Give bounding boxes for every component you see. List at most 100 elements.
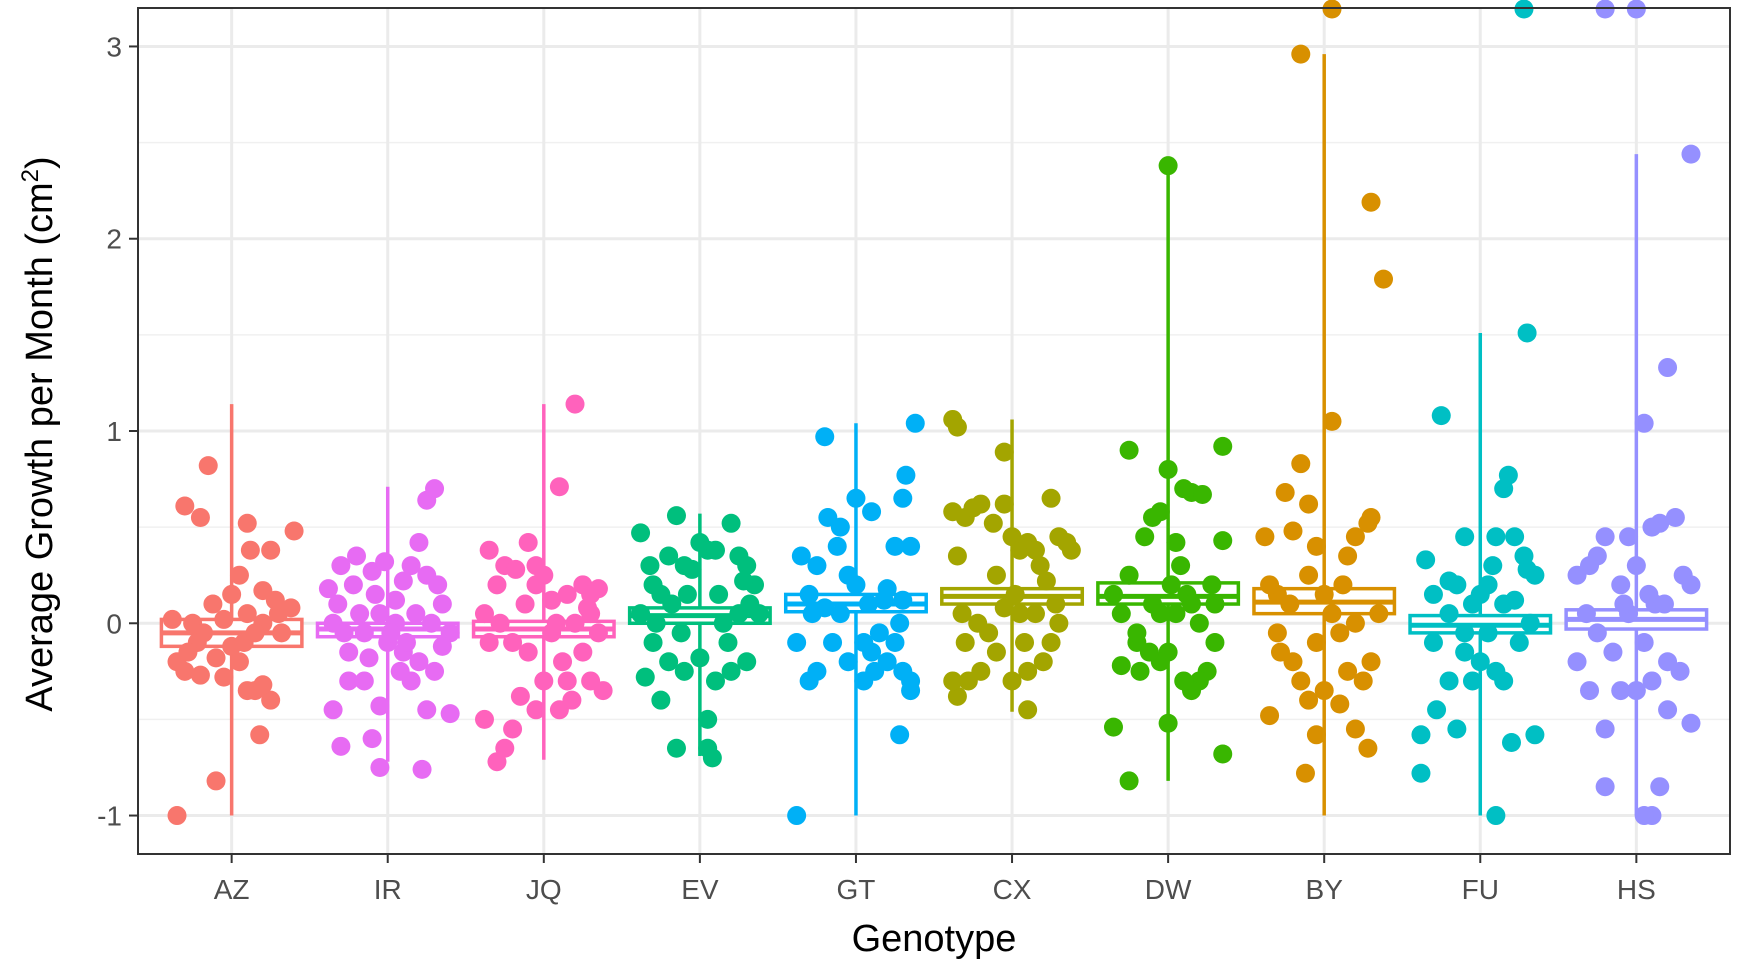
data-point: [1002, 671, 1022, 691]
data-point: [1483, 556, 1503, 576]
data-point: [343, 575, 363, 595]
data-point: [396, 633, 416, 652]
data-point: [905, 413, 925, 433]
data-point: [1642, 671, 1662, 691]
data-point: [203, 594, 223, 614]
data-point: [740, 594, 760, 614]
data-point: [474, 604, 494, 624]
data-point: [1580, 681, 1600, 701]
data-point: [1595, 719, 1615, 739]
data-point: [1330, 694, 1350, 714]
data-point: [557, 584, 577, 604]
data-point: [705, 540, 725, 560]
y-axis-ticks: -1 0 1 2 3: [97, 31, 138, 832]
data-point: [281, 598, 301, 618]
data-point: [167, 806, 187, 826]
data-point: [365, 584, 385, 604]
data-point: [1447, 575, 1467, 595]
data-point: [347, 546, 367, 566]
data-point: [1478, 575, 1498, 595]
data-point: [487, 752, 507, 772]
data-point: [1427, 700, 1447, 720]
data-point: [1361, 508, 1381, 528]
y-tick-label: 2: [106, 224, 122, 255]
data-point: [328, 594, 348, 614]
data-point: [1119, 771, 1139, 791]
data-point: [1411, 725, 1431, 745]
data-point: [1509, 633, 1529, 652]
y-tick-label: -1: [97, 801, 122, 832]
data-point: [1611, 575, 1631, 595]
data-point: [1174, 671, 1194, 691]
data-point: [1505, 590, 1525, 610]
points-by: [1255, 0, 1394, 783]
data-point: [359, 648, 379, 668]
y-axis-title-main: Average Growth per Month (cm: [19, 182, 61, 711]
data-point: [331, 736, 351, 756]
data-point: [339, 671, 359, 691]
data-point: [1353, 671, 1373, 691]
points-ir: [318, 479, 460, 779]
data-point: [178, 642, 198, 662]
data-point: [588, 623, 608, 643]
data-point: [1658, 358, 1678, 378]
data-point: [425, 661, 445, 681]
data-point: [549, 700, 569, 720]
data-point: [1330, 623, 1350, 643]
data-point: [807, 556, 827, 576]
data-point: [261, 540, 281, 560]
data-point: [362, 729, 382, 749]
data-point: [631, 523, 651, 543]
data-point: [474, 709, 494, 729]
data-point: [682, 559, 702, 579]
data-point: [885, 633, 905, 652]
data-point: [1015, 633, 1035, 652]
data-point: [893, 661, 913, 681]
data-point: [1166, 533, 1186, 553]
data-point: [958, 671, 978, 691]
data-point: [986, 565, 1006, 585]
data-point: [1345, 527, 1365, 547]
data-point: [1439, 604, 1459, 624]
data-point: [1202, 575, 1222, 595]
data-point: [390, 661, 410, 681]
data-point: [339, 642, 359, 662]
data-point: [1061, 540, 1081, 560]
data-point: [1189, 613, 1209, 633]
data-point: [412, 759, 432, 779]
points-hs: [1567, 0, 1701, 826]
data-point: [737, 652, 757, 672]
x-tick-label: CX: [993, 874, 1032, 905]
data-point: [1299, 690, 1319, 710]
data-point: [896, 465, 916, 485]
data-point: [506, 559, 526, 579]
data-point: [557, 671, 577, 691]
data-point: [1161, 575, 1181, 595]
x-tick-label: DW: [1145, 874, 1192, 905]
data-point: [1275, 483, 1295, 503]
data-point: [1171, 556, 1191, 576]
data-point: [1423, 633, 1443, 652]
data-point: [1520, 613, 1540, 633]
data-point: [943, 671, 963, 691]
points-dw: [1103, 156, 1233, 791]
x-tick-label: GT: [837, 874, 876, 905]
data-point: [802, 604, 822, 624]
data-point: [1030, 556, 1050, 576]
data-point: [1127, 623, 1147, 643]
data-point: [1291, 44, 1311, 64]
data-point: [1603, 642, 1623, 662]
data-point: [869, 623, 889, 643]
data-point: [890, 613, 910, 633]
data-point: [698, 709, 718, 729]
y-tick-label: 1: [106, 416, 122, 447]
data-point: [1650, 513, 1670, 533]
data-point: [1470, 652, 1490, 672]
data-point: [1213, 744, 1233, 764]
data-point: [1283, 521, 1303, 541]
data-point: [666, 738, 686, 758]
data-point: [503, 633, 523, 652]
data-point: [799, 671, 819, 691]
data-point: [1260, 706, 1280, 726]
